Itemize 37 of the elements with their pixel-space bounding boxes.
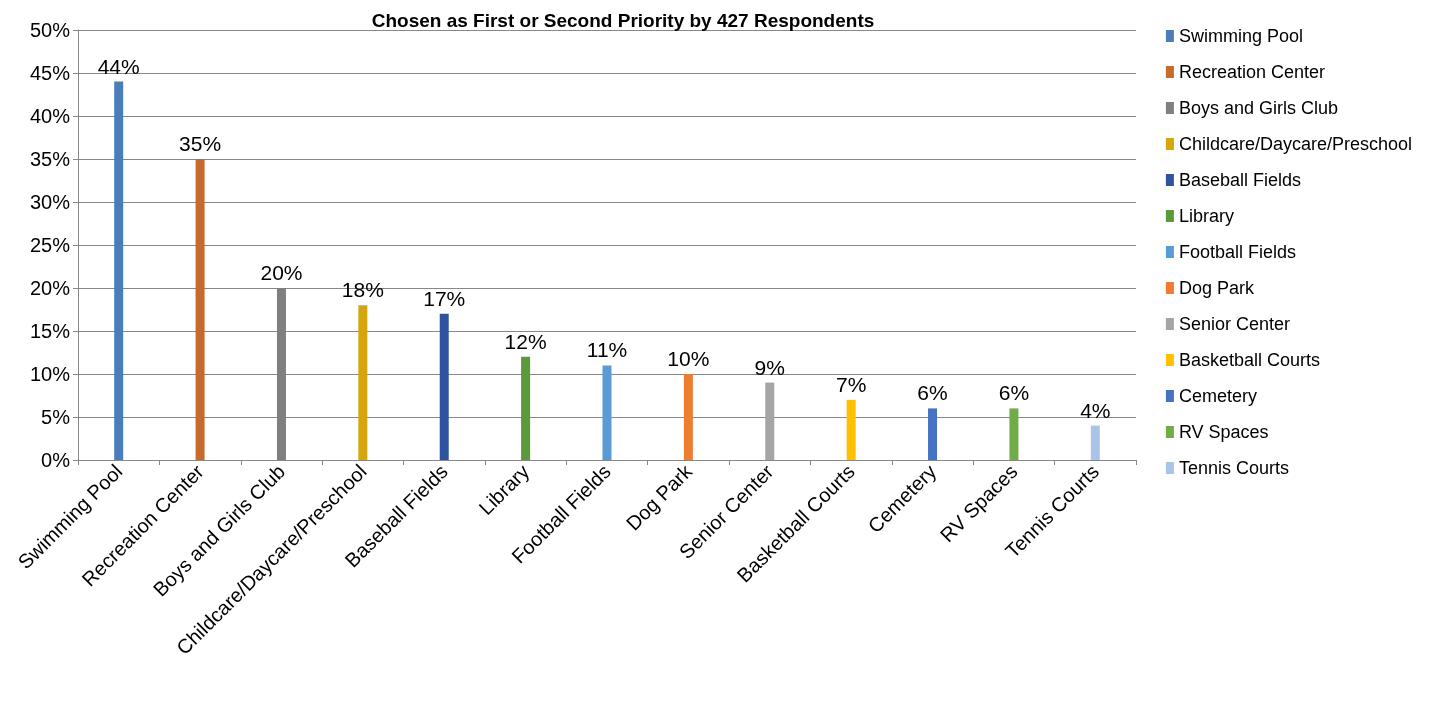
legend-label: Cemetery [1178,386,1257,406]
legend-label: Childcare/Daycare/Preschool [1178,134,1413,154]
y-tick-label: 40% [29,105,71,127]
data-label: 11% [586,338,628,362]
y-tick-label: 10% [29,363,71,385]
data-label: 44% [97,54,140,78]
data-label: 9% [754,355,785,379]
y-tick-label: 35% [29,148,71,170]
data-label: 20% [260,261,303,284]
data-label: 10% [667,347,710,370]
legend-label: Football Fields [1178,242,1296,262]
legend-label: Boys and Girls Club [1178,98,1338,118]
legend-label: Dog Park [1178,278,1255,298]
y-tick-label: 15% [29,320,71,342]
data-label: 17% [423,286,466,310]
data-label: 6% [917,381,948,405]
y-tick-label: 50% [29,19,71,41]
legend-label: Baseball Fields [1178,170,1301,190]
data-label: 35% [179,132,222,155]
legend-label: Library [1178,206,1234,226]
legend-label: Swimming Pool [1178,26,1303,46]
data-label: 6% [998,381,1030,405]
y-tick-label: 20% [29,277,71,299]
data-label: 7% [835,372,867,396]
data-label: 4% [1080,398,1111,422]
y-tick-label: 25% [29,234,71,256]
data-label: 18% [341,278,384,302]
legend-label: Recreation Center [1178,62,1325,82]
y-tick-label: 45% [29,62,71,84]
chart-title: Chosen as First or Second Priority by 427 Respondents [371,10,875,31]
y-tick-label: 30% [29,191,71,213]
y-tick-label: 5% [41,406,71,428]
data-label: 12% [504,329,547,353]
legend-label: Basketball Courts [1178,350,1320,370]
legend-label: Senior Center [1178,314,1290,334]
y-tick-label: 0% [41,449,71,471]
legend-label: RV Spaces [1178,422,1269,442]
